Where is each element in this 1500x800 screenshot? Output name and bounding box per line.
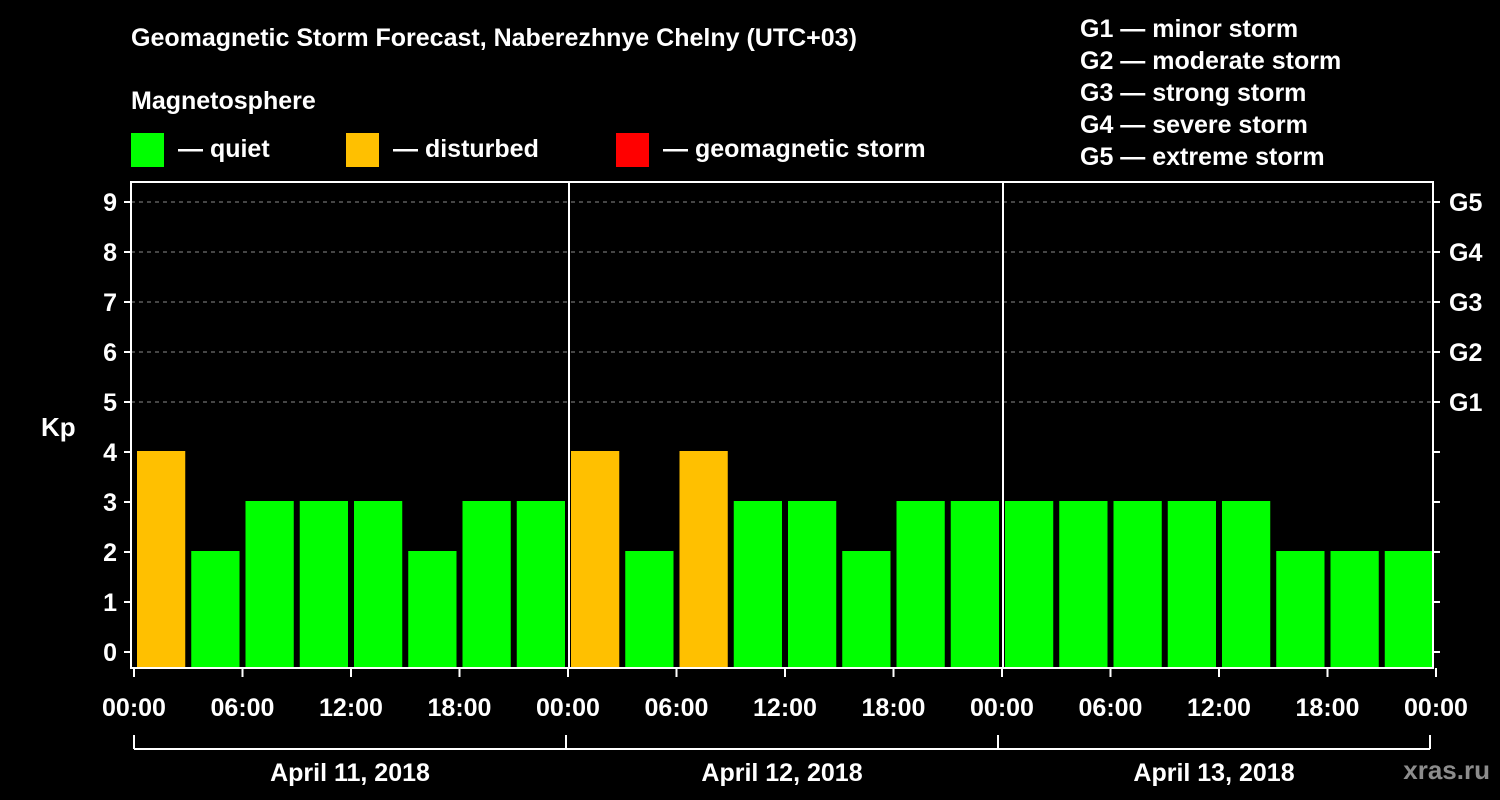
right-tick-G5: G5 <box>1449 189 1482 217</box>
bar-4 <box>354 501 403 668</box>
bar-6 <box>462 501 511 668</box>
bar-7 <box>516 501 565 668</box>
bar-18 <box>1113 501 1162 668</box>
legend-storm-swatch <box>616 133 649 167</box>
ytick-label-8: 8 <box>103 239 117 267</box>
right-tick-G4: G4 <box>1449 239 1482 267</box>
bar-12 <box>788 501 837 668</box>
ytick-label-6: 6 <box>103 339 117 367</box>
bar-9 <box>625 551 674 668</box>
day-label-1: April 12, 2018 <box>701 759 862 787</box>
ytick-label-0: 0 <box>103 639 117 667</box>
ytick-label-2: 2 <box>103 539 117 567</box>
bar-19 <box>1167 501 1216 668</box>
bar-2 <box>245 501 294 668</box>
bar-5 <box>408 551 457 668</box>
bar-22 <box>1330 551 1379 668</box>
bar-20 <box>1222 501 1271 668</box>
bar-8 <box>571 451 620 668</box>
bar-16 <box>1005 501 1054 668</box>
bar-1 <box>191 551 240 668</box>
y-axis-label: Kp <box>41 412 76 442</box>
bar-17 <box>1059 501 1108 668</box>
bar-10 <box>679 451 728 668</box>
xtick-label-11: 18:00 <box>1296 694 1360 722</box>
right-tick-G1: G1 <box>1449 389 1482 417</box>
xtick-label-9: 06:00 <box>1079 694 1143 722</box>
watermark: xras.ru <box>1403 755 1490 785</box>
day-label-2: April 13, 2018 <box>1133 759 1294 787</box>
day-label-0: April 11, 2018 <box>270 759 430 787</box>
xtick-label-2: 12:00 <box>319 694 383 722</box>
bar-13 <box>842 551 891 668</box>
bar-15 <box>950 501 999 668</box>
legend-quiet-swatch <box>131 133 164 167</box>
right-tick-G3: G3 <box>1449 289 1482 317</box>
bar-14 <box>896 501 945 668</box>
right-tick-G2: G2 <box>1449 339 1482 367</box>
bar-3 <box>299 501 348 668</box>
xtick-label-1: 06:00 <box>211 694 275 722</box>
legend-disturbed-swatch <box>346 133 379 167</box>
xtick-label-7: 18:00 <box>862 694 926 722</box>
bar-11 <box>733 501 782 668</box>
bar-21 <box>1276 551 1325 668</box>
xtick-label-0: 00:00 <box>102 694 166 722</box>
scale-g4: G4 — severe storm <box>1080 111 1308 139</box>
magnetosphere-label: Magnetosphere <box>131 87 316 115</box>
bar-0 <box>137 451 186 668</box>
ytick-label-1: 1 <box>103 589 117 617</box>
xtick-label-6: 12:00 <box>753 694 817 722</box>
xtick-label-8: 00:00 <box>970 694 1034 722</box>
scale-g3: G3 — strong storm <box>1080 79 1307 107</box>
legend-storm-label: — geomagnetic storm <box>663 135 926 163</box>
ytick-label-3: 3 <box>103 489 117 517</box>
scale-g2: G2 — moderate storm <box>1080 47 1342 75</box>
ytick-label-5: 5 <box>103 389 117 417</box>
xtick-label-3: 18:00 <box>428 694 492 722</box>
legend-disturbed-label: — disturbed <box>393 135 539 163</box>
ytick-label-9: 9 <box>103 189 117 217</box>
xtick-label-12: 00:00 <box>1404 694 1468 722</box>
ytick-label-7: 7 <box>103 289 117 317</box>
plot-frame <box>130 181 1434 669</box>
xtick-label-10: 12:00 <box>1187 694 1251 722</box>
scale-g5: G5 — extreme storm <box>1080 143 1325 171</box>
scale-g1: G1 — minor storm <box>1080 15 1299 43</box>
ytick-label-4: 4 <box>103 439 117 467</box>
xtick-label-5: 06:00 <box>645 694 709 722</box>
page-title: Geomagnetic Storm Forecast, Naberezhnye … <box>131 24 857 52</box>
xtick-label-4: 00:00 <box>536 694 600 722</box>
legend-quiet-label: — quiet <box>178 135 270 163</box>
bar-23 <box>1384 551 1433 668</box>
